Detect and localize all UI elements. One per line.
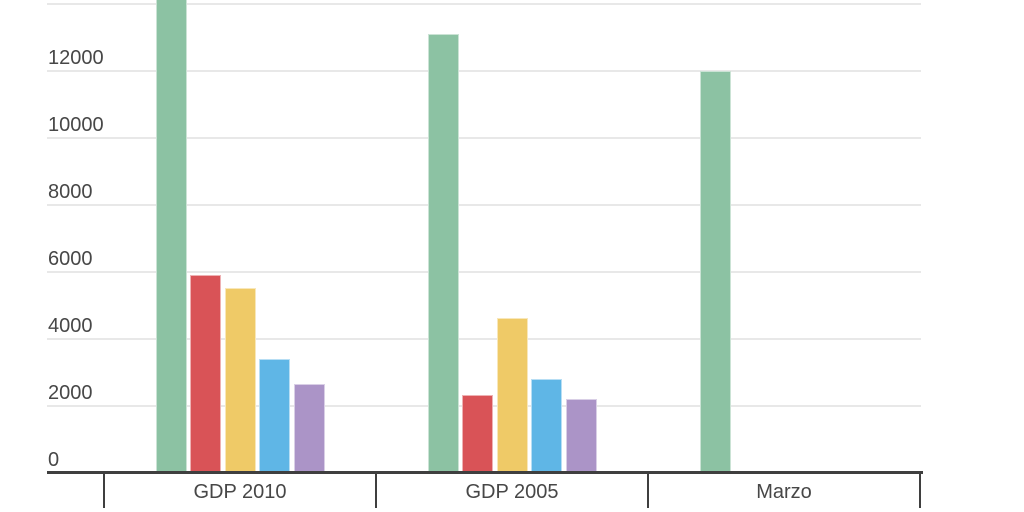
y-axis-tick-label: 10000: [48, 113, 104, 136]
gridline-12000: [47, 69, 921, 72]
gridline-6000: [47, 270, 921, 273]
bar-yellow-gdp-2005[interactable]: [496, 318, 528, 473]
bar-purple-gdp-2005[interactable]: [565, 398, 597, 473]
bar-yellow-gdp-2010[interactable]: [224, 288, 256, 473]
y-axis-tick-label: 8000: [48, 180, 93, 203]
y-axis-tick-label: 0: [48, 448, 60, 471]
gridline-4000: [47, 337, 921, 340]
y-axis-tick-label: 12000: [48, 46, 104, 69]
bar-green-marzo[interactable]: [699, 70, 731, 473]
bar-red-gdp-2010[interactable]: [190, 274, 221, 473]
x-axis-tick: [103, 473, 105, 508]
x-axis-tick: [647, 473, 649, 508]
y-axis-tick-label: 6000: [48, 247, 93, 270]
gridline-8000: [47, 203, 921, 206]
x-axis-category-label: GDP 2010: [193, 481, 287, 503]
gridline-14000: [47, 2, 921, 5]
bar-red-gdp-2005[interactable]: [462, 395, 493, 473]
bar-green-gdp-2010[interactable]: [155, 0, 187, 473]
y-axis-tick-label: 4000: [48, 314, 93, 337]
bar-green-gdp-2005[interactable]: [427, 33, 459, 473]
bar-blue-gdp-2010[interactable]: [259, 358, 290, 473]
x-axis-tick: [919, 473, 921, 508]
bar-purple-gdp-2010[interactable]: [293, 383, 325, 473]
x-axis-tick: [375, 473, 377, 508]
x-axis-line: [47, 471, 923, 474]
bar-blue-gdp-2005[interactable]: [531, 378, 562, 473]
x-axis-category-label: GDP 2005: [465, 481, 559, 503]
y-axis-tick-label: 2000: [48, 381, 93, 404]
gridline-10000: [47, 136, 921, 139]
x-axis-category-label: Marzo: [756, 481, 812, 503]
